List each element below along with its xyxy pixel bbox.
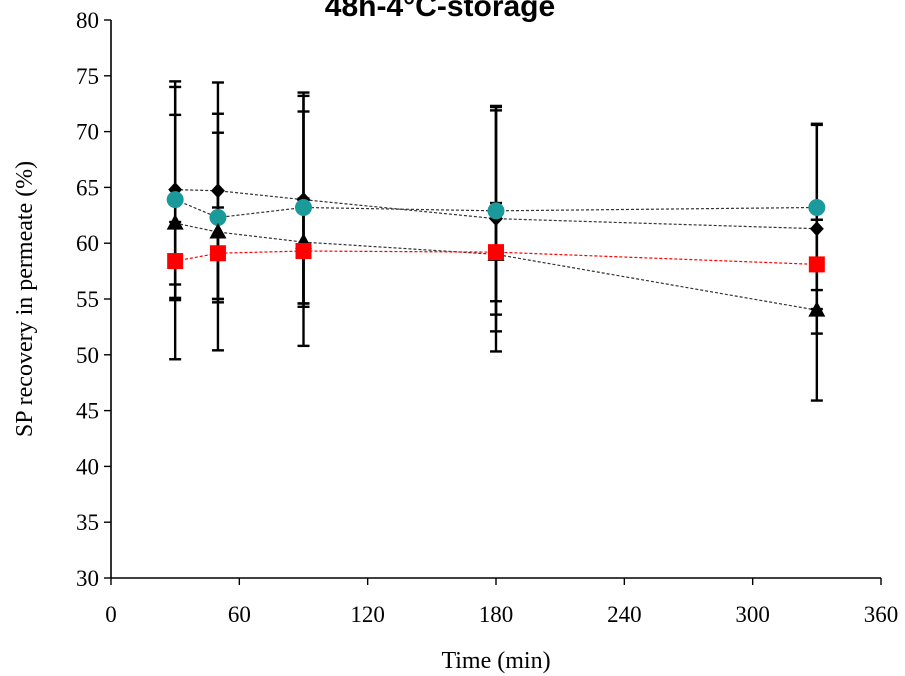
chart-title: 48h-4°C-storage xyxy=(325,0,555,23)
x-tick-label: 0 xyxy=(105,602,117,627)
x-tick-label: 180 xyxy=(479,602,514,627)
y-tick-label: 40 xyxy=(76,454,99,479)
y-tick-label: 80 xyxy=(76,8,99,33)
x-tick-label: 60 xyxy=(228,602,251,627)
data-point-square xyxy=(295,243,312,260)
y-tick-label: 50 xyxy=(76,343,99,368)
y-tick-label: 70 xyxy=(76,120,99,145)
series-1-markers xyxy=(166,191,826,227)
x-tick-label: 360 xyxy=(864,602,899,627)
y-tick-label: 55 xyxy=(76,287,99,312)
y-axis-title: SP recovery in permeate (%) xyxy=(12,161,38,437)
y-tick-label: 45 xyxy=(76,399,99,424)
y-tick-label: 35 xyxy=(76,510,99,535)
y-tick-label: 60 xyxy=(76,231,99,256)
data-point-square xyxy=(167,253,184,270)
data-point-circle xyxy=(166,191,184,209)
y-tick-label: 75 xyxy=(76,64,99,89)
ticks-layer: 30 35 40 45 50 55 60 65 70 75 80 0 60 120 180 240 300 360 xyxy=(76,8,898,627)
data-point-circle xyxy=(487,202,505,220)
data-point-circle xyxy=(209,209,227,227)
series-line xyxy=(175,222,817,311)
x-axis-title: Time (min) xyxy=(441,648,550,674)
series-layer xyxy=(166,80,826,402)
y-tick-label: 65 xyxy=(76,175,99,200)
y-tick-label: 30 xyxy=(76,566,99,591)
data-point-square xyxy=(808,256,825,273)
data-point-diamond xyxy=(210,183,225,199)
data-point-circle xyxy=(295,198,312,216)
x-tick-label: 120 xyxy=(350,602,385,627)
x-tick-label: 300 xyxy=(735,602,770,627)
data-point-circle xyxy=(808,198,826,216)
data-point-triangle xyxy=(808,301,826,317)
data-point-square xyxy=(209,245,226,262)
data-point-triangle xyxy=(166,214,184,230)
data-point-diamond xyxy=(809,221,824,237)
series-3-markers xyxy=(167,243,825,273)
data-point-square xyxy=(488,244,504,261)
x-tick-label: 240 xyxy=(607,602,642,627)
data-point-triangle xyxy=(209,223,227,239)
